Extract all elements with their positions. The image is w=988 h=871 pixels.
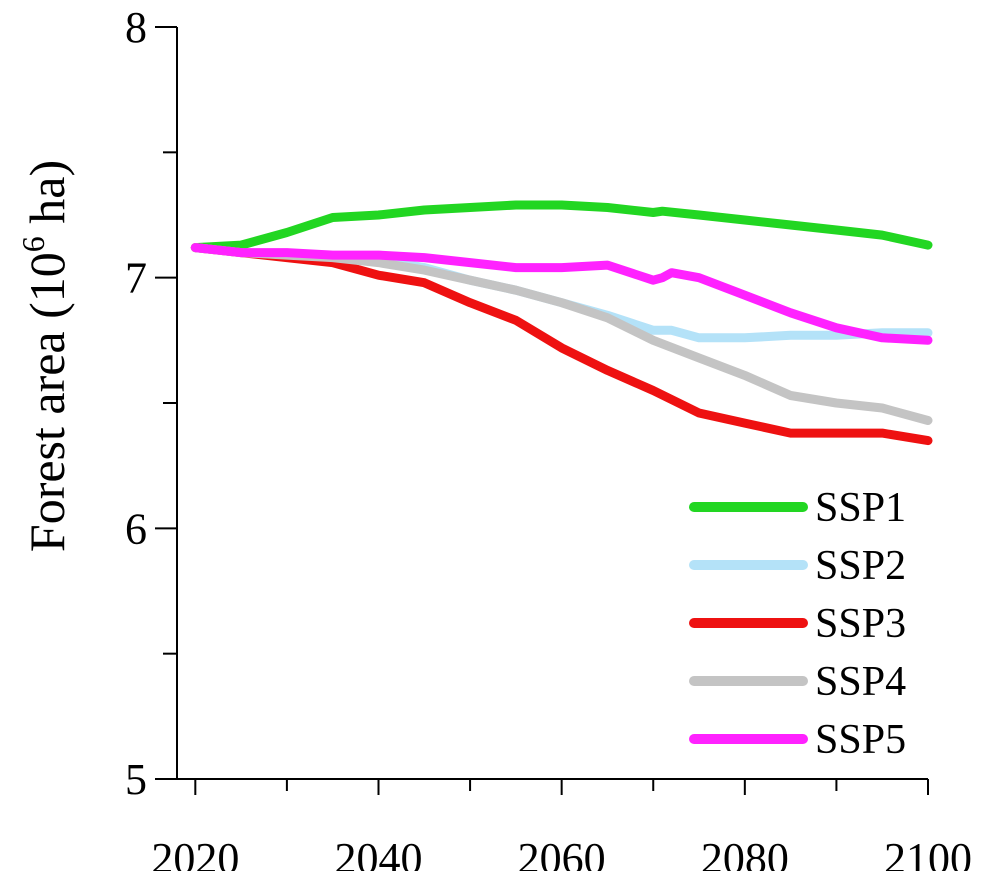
y-tick-label: 8: [125, 3, 147, 52]
x-tick-label: 2040: [334, 834, 422, 871]
y-axis-title: Forest area (106 ha): [15, 160, 75, 552]
x-axis: 2020 2040 2060 2080 2100: [151, 779, 972, 871]
y-axis-title-end: ha): [19, 160, 75, 236]
y-tick-label: 7: [125, 254, 147, 303]
x-tick-label: 2100: [884, 834, 972, 871]
series-line-ssp5: [190, 243, 933, 345]
y-tick-label: 6: [125, 504, 147, 553]
series-line-ssp1: [190, 200, 933, 253]
series-line-ssp3: [190, 243, 933, 446]
y-axis-title-main: Forest area (10: [19, 252, 75, 552]
series-layer: [190, 200, 933, 446]
y-axis: 5 6 7 8: [125, 3, 177, 804]
legend-label-ssp5: SSP5: [815, 717, 906, 763]
legend-label-ssp1: SSP1: [815, 485, 906, 531]
y-axis-title-superscript: 6: [15, 236, 51, 252]
legend-label-ssp3: SSP3: [815, 601, 906, 647]
legend-label-ssp4: SSP4: [815, 659, 906, 705]
x-tick-label: 2060: [518, 834, 606, 871]
y-tick-label: 5: [125, 755, 147, 804]
x-tick-label: 2080: [701, 834, 789, 871]
legend: SSP1 SSP2 SSP3 SSP4 SSP5: [689, 485, 906, 763]
x-tick-label: 2020: [151, 834, 239, 871]
legend-label-ssp2: SSP2: [815, 543, 906, 589]
